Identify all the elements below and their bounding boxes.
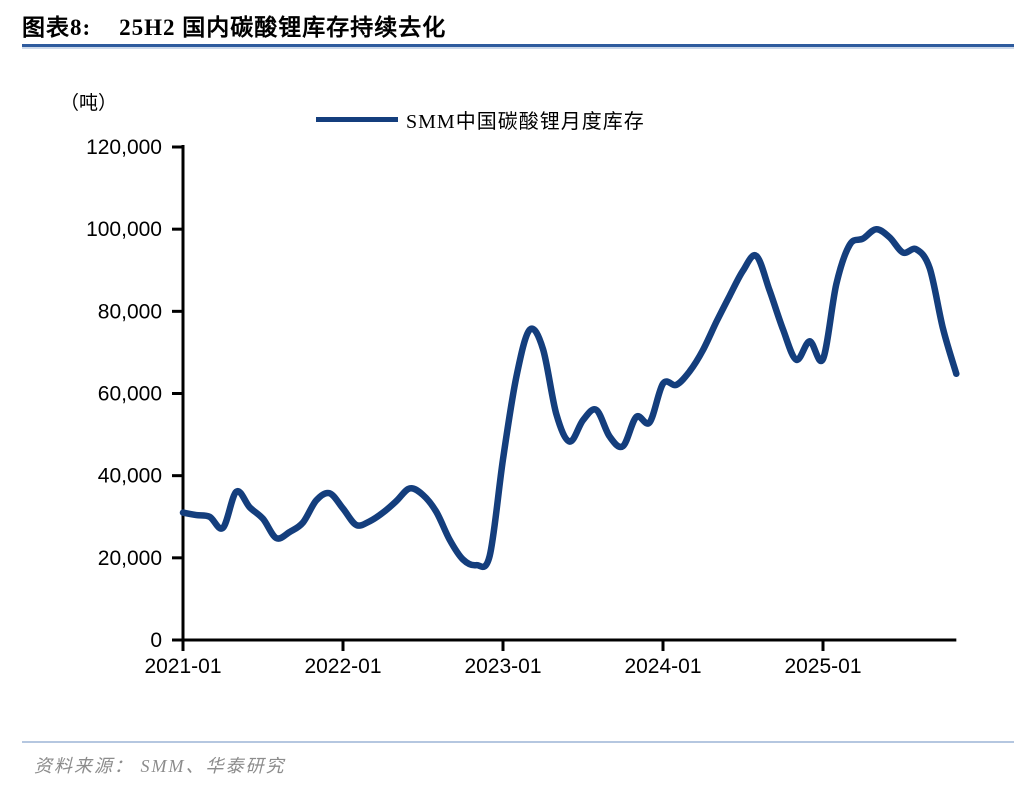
legend-series-label: SMM中国碳酸锂月度库存 — [406, 110, 645, 133]
x-tick-label: 2021-01 — [144, 655, 221, 678]
x-tick-label: 2024-01 — [624, 655, 701, 678]
chart-legend: SMM中国碳酸锂月度库存 — [316, 103, 645, 135]
y-tick-label: 100,000 — [86, 218, 162, 241]
legend-line-swatch — [316, 116, 398, 122]
figure-number: 图表8: — [22, 15, 92, 40]
figure-title: 图表8: 25H2 国内碳酸锂库存持续去化 — [22, 8, 446, 42]
x-tick-label: 2022-01 — [304, 655, 381, 678]
figure-title-text: 25H2 国内碳酸锂库存持续去化 — [119, 15, 447, 40]
y-tick-label: 0 — [150, 629, 162, 652]
title-divider — [22, 44, 1014, 47]
x-tick-label: 2023-01 — [464, 655, 541, 678]
y-tick-label: 60,000 — [98, 383, 162, 406]
y-tick-label: 40,000 — [98, 465, 162, 488]
inventory-series-line — [179, 225, 960, 571]
x-tick-label: 2025-01 — [784, 655, 861, 678]
y-tick-label: 80,000 — [98, 300, 162, 323]
y-axis-unit-label: （吨） — [60, 93, 118, 114]
title-divider-shadow — [22, 47, 1014, 49]
y-tick-label: 20,000 — [98, 547, 162, 570]
inventory-line-chart: 0 20,000 40,000 60,000 80,000 100,000 120,000 2… — [86, 136, 960, 678]
data-source-note: 资料来源： SMM、华泰研究 — [34, 756, 286, 776]
y-tick-label: 120,000 — [86, 136, 162, 159]
footer-divider — [22, 741, 1014, 743]
